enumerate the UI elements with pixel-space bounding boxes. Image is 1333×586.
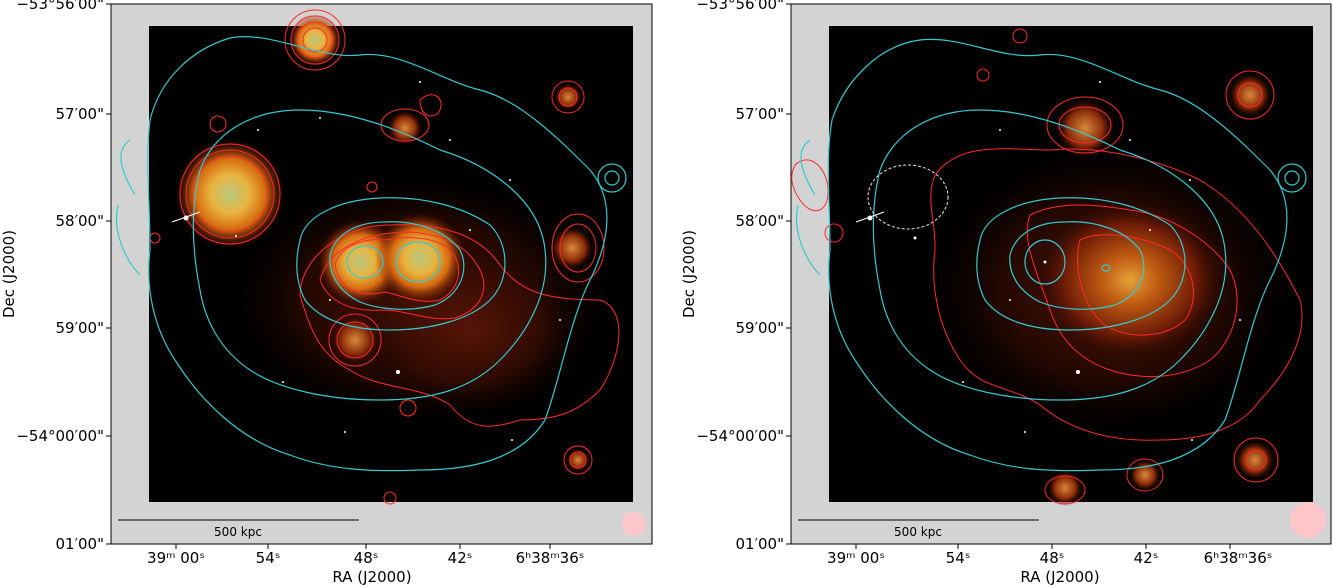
left-beam-marker xyxy=(622,512,646,536)
right-x-tick-labels: 39ᵐ 00ˢ 54ˢ 48ˢ 42ˢ 6ʰ38ᵐ36ˢ xyxy=(827,549,1272,567)
left-y-tick-label: −54°00′00" xyxy=(16,427,104,445)
left-x-axis-label: RA (J2000) xyxy=(332,568,411,586)
right-radio-contours xyxy=(791,28,1303,505)
left-xray-contours xyxy=(116,36,627,472)
left-y-tick-label: −53°56′00" xyxy=(16,0,104,13)
left-source-south xyxy=(331,316,379,364)
left-y-tick-label: 57′00" xyxy=(56,105,104,123)
left-x-tick-label: 6ʰ38ᵐ36ˢ xyxy=(516,549,585,567)
right-y-tick-labels: −53°56′00" 57′00" 58′00" 59′00" −54°00′0… xyxy=(696,0,784,553)
left-source-core-b xyxy=(375,213,465,303)
right-x-axis-label: RA (J2000) xyxy=(1020,568,1099,586)
right-dashed-region xyxy=(867,164,949,230)
left-x-ticks xyxy=(175,544,551,549)
right-y-axis-label: Dec (J2000) xyxy=(680,230,698,318)
left-y-tick-label: 59′00" xyxy=(56,319,104,337)
right-y-ticks xyxy=(786,3,791,545)
left-source-ne xyxy=(554,83,582,111)
left-x-tick-label: 48ˢ xyxy=(354,549,379,567)
right-y-tick-label: 59′00" xyxy=(736,319,784,337)
left-source-west xyxy=(175,139,285,249)
right-diffuse-emission xyxy=(920,73,1300,506)
left-y-ticks xyxy=(106,3,111,545)
right-x-tick-label: 48ˢ xyxy=(1040,549,1065,567)
left-source-east xyxy=(550,226,594,270)
left-y-tick-label: 58′00" xyxy=(56,212,104,230)
left-x-tick-label: 54ˢ xyxy=(256,549,281,567)
right-y-tick-label: 01′00" xyxy=(736,535,784,553)
right-panel: 500 kpc −53°56′00" 57′00" 58′00" 59′00" … xyxy=(680,0,1332,586)
left-y-tick-label: 01′00" xyxy=(56,535,104,553)
left-scale-bar-label: 500 kpc xyxy=(214,525,262,539)
right-xray-contours xyxy=(796,38,1307,472)
left-y-tick-labels: −53°56′00" 57′00" 58′00" 59′00" −54°00′0… xyxy=(16,0,104,553)
left-x-tick-label: 39ᵐ 00ˢ xyxy=(147,549,205,567)
right-x-ticks xyxy=(855,544,1231,549)
left-panel: 500 kpc −53°56′00" 57′00" 58′00" 59′00" … xyxy=(0,0,653,586)
right-x-tick-label: 39ᵐ 00ˢ xyxy=(827,549,885,567)
left-x-tick-label: 42ˢ xyxy=(448,549,473,567)
right-y-tick-label: 58′00" xyxy=(736,212,784,230)
right-x-tick-label: 6ʰ38ᵐ36ˢ xyxy=(1204,549,1273,567)
right-scale-bar-label: 500 kpc xyxy=(894,525,942,539)
right-y-tick-label: −53°56′00" xyxy=(696,0,784,13)
right-y-tick-label: 57′00" xyxy=(736,105,784,123)
left-x-tick-labels: 39ᵐ 00ˢ 54ˢ 48ˢ 42ˢ 6ʰ38ᵐ36ˢ xyxy=(147,549,584,567)
right-x-tick-label: 54ˢ xyxy=(946,549,971,567)
left-stars xyxy=(171,81,561,441)
right-y-tick-label: −54°00′00" xyxy=(696,427,784,445)
right-stars xyxy=(855,81,1241,441)
right-beam-marker xyxy=(1290,502,1326,538)
right-x-tick-label: 42ˢ xyxy=(1134,549,1159,567)
left-y-axis-label: Dec (J2000) xyxy=(0,230,18,318)
left-radio-contours xyxy=(149,9,620,505)
left-source-n2 xyxy=(387,110,423,146)
